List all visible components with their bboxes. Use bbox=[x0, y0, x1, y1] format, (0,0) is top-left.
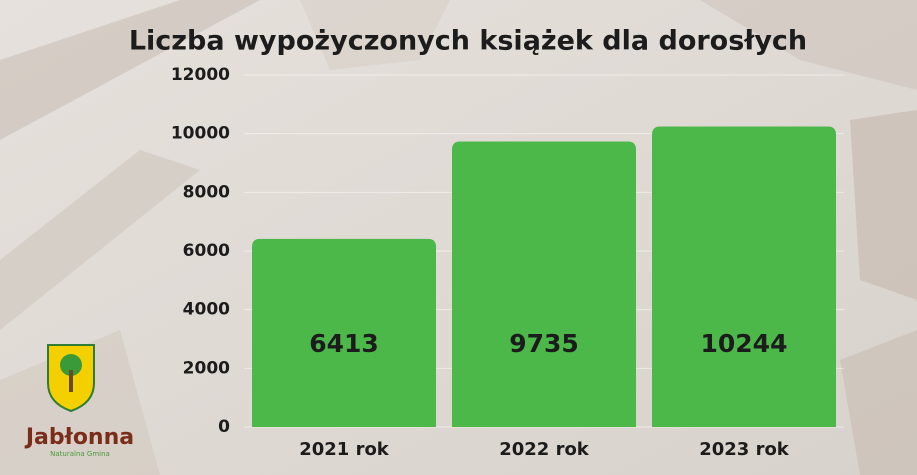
y-tick-label: 0 bbox=[218, 417, 230, 437]
bar bbox=[252, 238, 436, 427]
y-tick-label: 6000 bbox=[183, 241, 230, 261]
y-tick-label: 2000 bbox=[183, 358, 230, 378]
y-tick-label: 12000 bbox=[171, 65, 230, 85]
value-label: 9735 bbox=[509, 329, 579, 358]
value-label: 6413 bbox=[309, 329, 379, 358]
x-tick-label: 2021 rok bbox=[299, 439, 390, 460]
y-tick-label: 10000 bbox=[171, 124, 230, 144]
value-label: 10244 bbox=[701, 329, 788, 358]
x-tick-label: 2022 rok bbox=[499, 439, 590, 460]
bar bbox=[452, 141, 636, 427]
logo bbox=[47, 344, 95, 413]
chart-title: Liczba wypożyczonych książek dla dorosły… bbox=[129, 26, 807, 57]
y-tick-label: 8000 bbox=[183, 182, 230, 202]
x-tick-label: 2023 rok bbox=[699, 439, 790, 460]
y-tick-label: 4000 bbox=[183, 300, 230, 320]
bar bbox=[652, 126, 836, 427]
logo-name: Jabłonna bbox=[24, 425, 134, 450]
logo-tagline: Naturalna Gmina bbox=[50, 450, 110, 458]
